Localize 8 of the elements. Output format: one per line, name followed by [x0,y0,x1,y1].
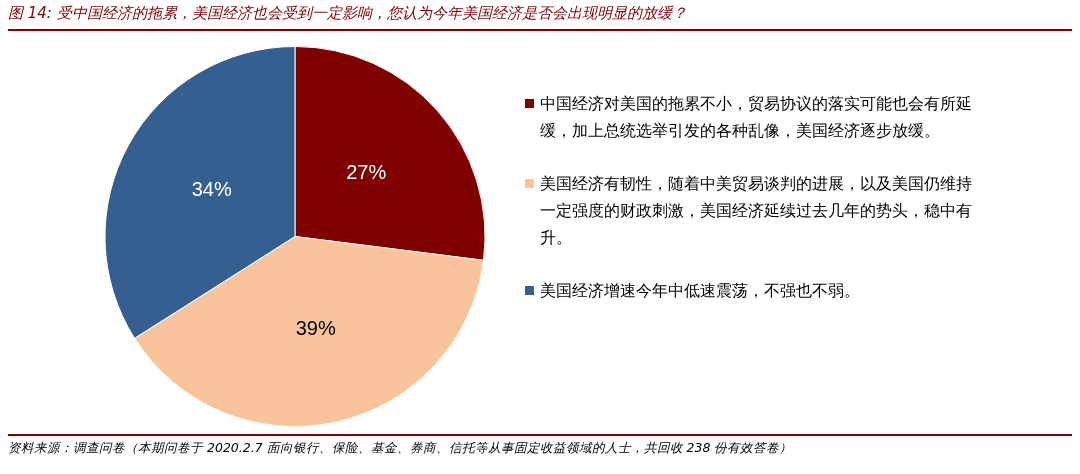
legend-label: 中国经济对美国的拖累不小，贸易协议的落实可能也会有所延缓，加上总统选举引发的各种乱像，美国经济逐步放缓。 [540,93,973,142]
text: 资料来源：调查问卷（本期问卷于 2020.2.7 面向银行、保险、基金、券商、信托等从事固定收益领域的人士，共回收 238 份有效答卷） [8,434,1072,457]
legend-label: 美国经济有韧性，随着中美贸易谈判的进展，以及美国仍维持一定强度的财政刺激，美国经济延续过去几年的势头，稳中有升。 [540,173,973,249]
data-label: 39% [295,316,336,339]
data-label: 27% [346,161,387,184]
legend-label: 美国经济增速今年中低速震荡，不强也不弱。 [540,280,860,302]
data-label: 34% [191,178,232,201]
chart-title: 图 14: 受中国经济的拖累，美国经济也会受到一定影响，您认为今年美国经济是否会出现明显的放缓？ [8,4,1072,31]
